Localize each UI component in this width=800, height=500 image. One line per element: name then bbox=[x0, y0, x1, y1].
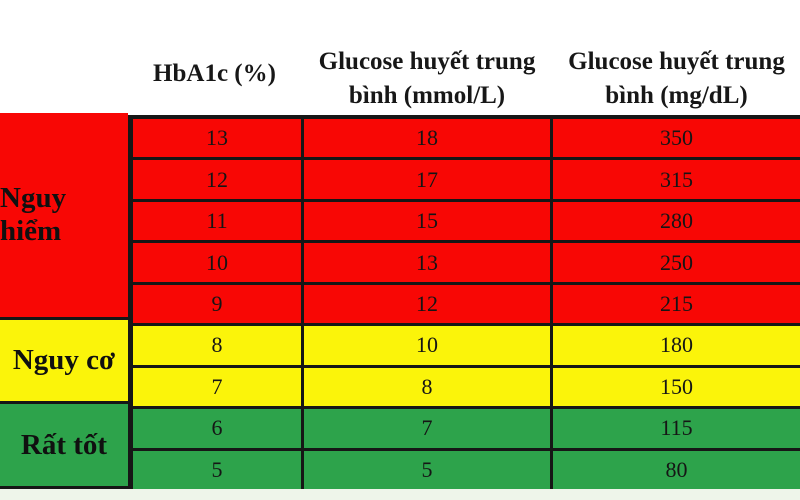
table-cell: 9 bbox=[133, 284, 301, 324]
category-cell-rat-tot: Rất tốt bbox=[0, 401, 128, 487]
table-cell: 5 bbox=[301, 450, 553, 489]
data-grid: 13 18 350 12 17 315 11 15 280 10 13 250 9 12 215 8 10 180… bbox=[128, 115, 800, 489]
category-cell-nguy-co: Nguy cơ bbox=[0, 316, 128, 402]
column-header-glucose-mmol-line2: bình (mmol/L) bbox=[348, 82, 506, 109]
column-header-hba1c-label: HbA1c (%) bbox=[153, 60, 276, 87]
column-header-glucose-mgdl-line2: bình (mg/dL) bbox=[605, 82, 748, 109]
table-cell: 180 bbox=[553, 326, 800, 365]
bottom-margin-strip bbox=[0, 489, 800, 500]
category-label-nguy-co: Nguy cơ bbox=[12, 344, 116, 377]
category-label-rat-tot: Rất tốt bbox=[20, 428, 108, 461]
table-cell: 6 bbox=[133, 409, 301, 448]
table-cell: 80 bbox=[553, 450, 800, 489]
table-cell: 18 bbox=[301, 119, 553, 158]
table-cell: 12 bbox=[301, 284, 553, 324]
table-cell: 350 bbox=[553, 119, 800, 158]
table-row: 10 13 250 bbox=[133, 243, 800, 285]
column-header-glucose-mgdl-line1: Glucose huyết trung bbox=[568, 48, 785, 75]
table-row: 9 12 215 bbox=[133, 284, 800, 327]
table-cell: 5 bbox=[133, 450, 301, 489]
table-row: 12 17 315 bbox=[133, 160, 800, 202]
table-cell: 11 bbox=[133, 201, 301, 241]
table-cell: 10 bbox=[301, 326, 553, 365]
table-cell: 7 bbox=[133, 367, 301, 407]
table-cell: 8 bbox=[301, 367, 553, 407]
table-row: 5 5 80 bbox=[133, 450, 800, 489]
table-cell: 17 bbox=[301, 160, 553, 199]
table-cell: 215 bbox=[553, 284, 800, 324]
table-cell: 280 bbox=[553, 201, 800, 241]
table-cell: 7 bbox=[301, 409, 553, 448]
table-cell: 250 bbox=[553, 243, 800, 282]
table-cell: 15 bbox=[301, 201, 553, 241]
column-header-glucose-mgdl: Glucose huyết trung bình (mg/dL) bbox=[553, 0, 800, 115]
column-header-glucose-mmol-line1: Glucose huyết trung bbox=[318, 48, 536, 75]
table-cell: 12 bbox=[133, 160, 301, 199]
table-cell: 13 bbox=[301, 243, 553, 282]
table-row: 8 10 180 bbox=[133, 326, 800, 368]
category-label-nguy-hiem: Nguy hiểm bbox=[0, 181, 67, 247]
column-header-hba1c: HbA1c (%) bbox=[128, 0, 301, 115]
table-cell: 315 bbox=[553, 160, 800, 199]
table-row: 7 8 150 bbox=[133, 367, 800, 410]
table-cell: 8 bbox=[133, 326, 301, 365]
table-cell: 150 bbox=[553, 367, 800, 407]
category-column: Nguy hiểm Nguy cơ Rất tốt bbox=[0, 113, 128, 489]
table-row: 13 18 350 bbox=[133, 119, 800, 161]
table-cell: 115 bbox=[553, 409, 800, 448]
table-cell: 10 bbox=[133, 243, 301, 282]
table-row: 11 15 280 bbox=[133, 201, 800, 244]
table-cell: 13 bbox=[133, 119, 301, 158]
table-header-row: HbA1c (%) Glucose huyết trung bình (mmol… bbox=[128, 0, 800, 115]
column-header-glucose-mmol: Glucose huyết trung bình (mmol/L) bbox=[301, 0, 553, 115]
table-row: 6 7 115 bbox=[133, 409, 800, 451]
category-cell-nguy-hiem: Nguy hiểm bbox=[0, 113, 128, 317]
